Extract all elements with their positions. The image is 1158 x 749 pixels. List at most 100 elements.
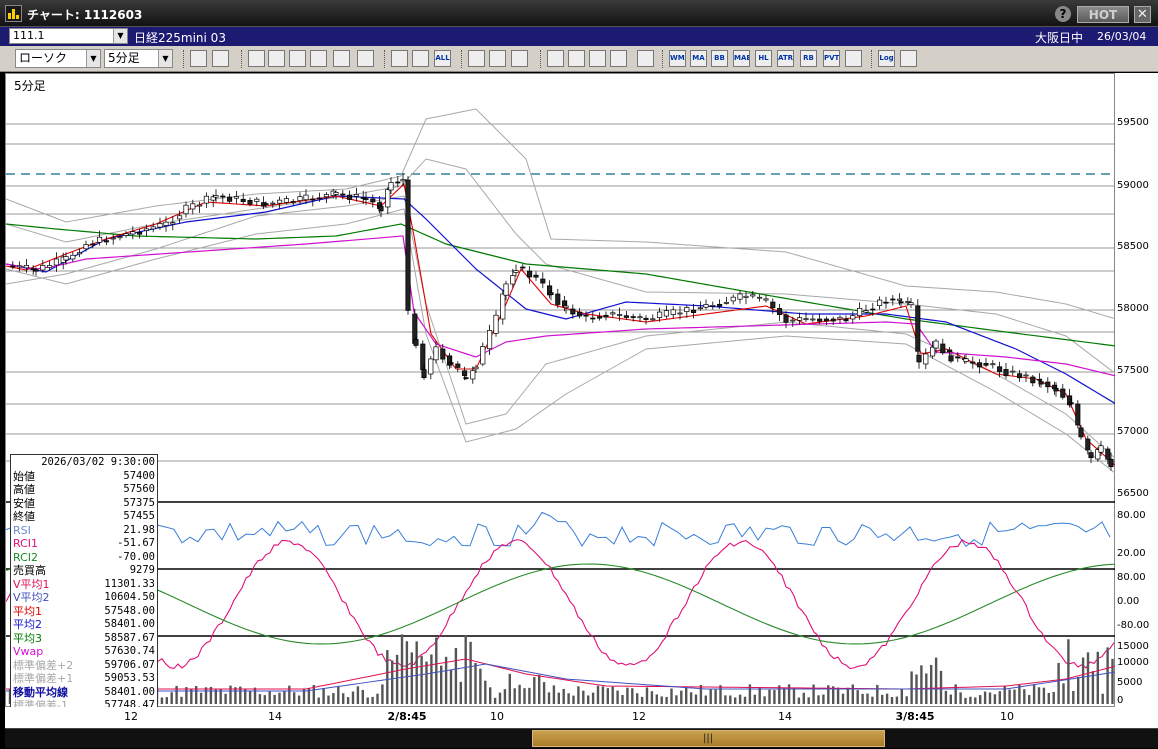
- interval-select[interactable]: 5分足 ▼: [104, 49, 173, 68]
- print-button[interactable]: [333, 50, 350, 67]
- candle-body: [370, 198, 376, 203]
- interval-label: 5分足: [14, 79, 46, 93]
- candle-body: [480, 346, 486, 365]
- chevron-down-icon[interactable]: ▼: [86, 50, 100, 67]
- candle-a-button[interactable]: [391, 50, 408, 67]
- candle-body: [203, 195, 209, 204]
- chart-plot-area[interactable]: 5分足 2026/03/02 9:30:00 始値 57400 高値 57560 安値 5…: [5, 73, 1116, 726]
- candle-body: [290, 201, 296, 203]
- candle-body: [433, 346, 439, 361]
- data-label: 平均2: [13, 618, 42, 631]
- all-button[interactable]: ALL: [434, 50, 451, 67]
- chevron-down-icon[interactable]: ▼: [158, 50, 172, 67]
- candle-body: [617, 314, 623, 316]
- symbol-code-select[interactable]: 111.1 ▼: [9, 28, 128, 44]
- price-axis[interactable]: 59500 59000 58500 58000 57500 57000 56500 80.00…: [1115, 73, 1158, 707]
- zoom-button[interactable]: [568, 50, 585, 67]
- candle-body: [493, 314, 499, 334]
- candle-body: [770, 301, 776, 309]
- crosshair-button[interactable]: [212, 50, 229, 67]
- rb-button[interactable]: RB: [800, 50, 817, 67]
- chart-svg[interactable]: [6, 74, 1116, 708]
- candle-body: [473, 366, 479, 370]
- trash-button[interactable]: [357, 50, 374, 67]
- hot-button[interactable]: HOT: [1077, 6, 1129, 23]
- cross-button[interactable]: [610, 50, 627, 67]
- candle-body: [220, 195, 226, 198]
- candle-body: [77, 252, 83, 255]
- search-button[interactable]: [190, 50, 207, 67]
- time-axis[interactable]: 12 14 2/8:45 10 12 14 3/8:45 10: [5, 707, 1158, 728]
- volume-tick-label: 0: [1117, 695, 1124, 706]
- title-bar[interactable]: チャート: 1112603 ? HOT ✕: [0, 0, 1158, 27]
- candle-b-button[interactable]: [412, 50, 429, 67]
- atr-button[interactable]: ATR: [777, 50, 794, 67]
- price-tick-label: 58500: [1117, 241, 1149, 252]
- candle-body: [837, 316, 843, 320]
- data-row: 移動平均線 58401.00: [13, 686, 155, 700]
- log-button[interactable]: Log: [878, 50, 895, 67]
- rsi-tick-label: 20.00: [1117, 548, 1146, 559]
- candle-body: [783, 314, 789, 323]
- candle-body: [663, 310, 669, 317]
- candle-body: [643, 317, 649, 320]
- candle-body: [143, 228, 149, 231]
- data-window: 2026/03/02 9:30:00 始値 57400 高値 57560 安値 57375…: [10, 454, 158, 726]
- session-label: 大阪日中: [1035, 31, 1084, 45]
- candle-body: [17, 265, 23, 268]
- toolbar: ローソク ▼ 5分足 ▼ ALL WMAMABB MAE HL ATR RB PVT Log: [0, 46, 1158, 72]
- data-label: 終値: [13, 510, 35, 523]
- pvt-button[interactable]: PVT: [823, 50, 840, 67]
- candle-body: [462, 370, 468, 376]
- candle-body: [1075, 403, 1081, 426]
- scroll-thumb[interactable]: |||: [532, 730, 885, 747]
- close-button[interactable]: ✕: [1134, 6, 1151, 23]
- mae-button[interactable]: MAE: [733, 50, 750, 67]
- data-row: Vwap 57630.74: [13, 645, 155, 659]
- app-chart-icon: [5, 5, 22, 22]
- cursor-button[interactable]: [289, 50, 306, 67]
- candle-body: [247, 200, 253, 205]
- volume-ma2-line: [6, 663, 1116, 692]
- undo-button[interactable]: [310, 50, 327, 67]
- chart-type-select[interactable]: ローソク ▼: [15, 49, 101, 68]
- candle-body: [177, 215, 183, 220]
- price-tick-label: 58000: [1117, 303, 1149, 314]
- hist-button[interactable]: [589, 50, 606, 67]
- settings-button[interactable]: [489, 50, 506, 67]
- disabled-button[interactable]: [637, 50, 654, 67]
- candle-body: [283, 198, 289, 203]
- color-button[interactable]: [900, 50, 917, 67]
- candle-body: [940, 343, 946, 354]
- chevron-down-icon[interactable]: ▼: [113, 29, 127, 43]
- horizontal-scrollbar[interactable]: |||: [5, 728, 1158, 748]
- time-tick-label: 14: [268, 710, 282, 723]
- data-label: Vwap: [13, 645, 44, 658]
- box-button[interactable]: [845, 50, 862, 67]
- candle-body: [877, 299, 883, 306]
- candle-body: [254, 198, 260, 202]
- candle-body: [570, 308, 576, 315]
- data-value: 57548.00: [104, 604, 155, 617]
- tools-button[interactable]: [468, 50, 485, 67]
- eraser-button[interactable]: [268, 50, 285, 67]
- import-button[interactable]: [547, 50, 564, 67]
- hl-button[interactable]: HL: [755, 50, 772, 67]
- candle-body: [1078, 427, 1084, 438]
- bb-button[interactable]: BB: [711, 50, 728, 67]
- candle-body: [810, 318, 816, 321]
- candle-body: [597, 316, 603, 319]
- draw-button[interactable]: [248, 50, 265, 67]
- rci1-line: [6, 538, 1115, 670]
- candle-body: [323, 194, 329, 198]
- candle-body: [997, 366, 1003, 372]
- ma-button[interactable]: MA: [690, 50, 707, 67]
- candle-body: [405, 179, 411, 311]
- help-button[interactable]: ?: [1055, 6, 1071, 22]
- candle-body: [1053, 387, 1059, 392]
- palette-button[interactable]: [511, 50, 528, 67]
- candle-body: [303, 194, 309, 201]
- data-label: V平均1: [13, 577, 50, 591]
- wma-button[interactable]: WMA: [669, 50, 686, 67]
- grip-icon: |||: [703, 733, 714, 744]
